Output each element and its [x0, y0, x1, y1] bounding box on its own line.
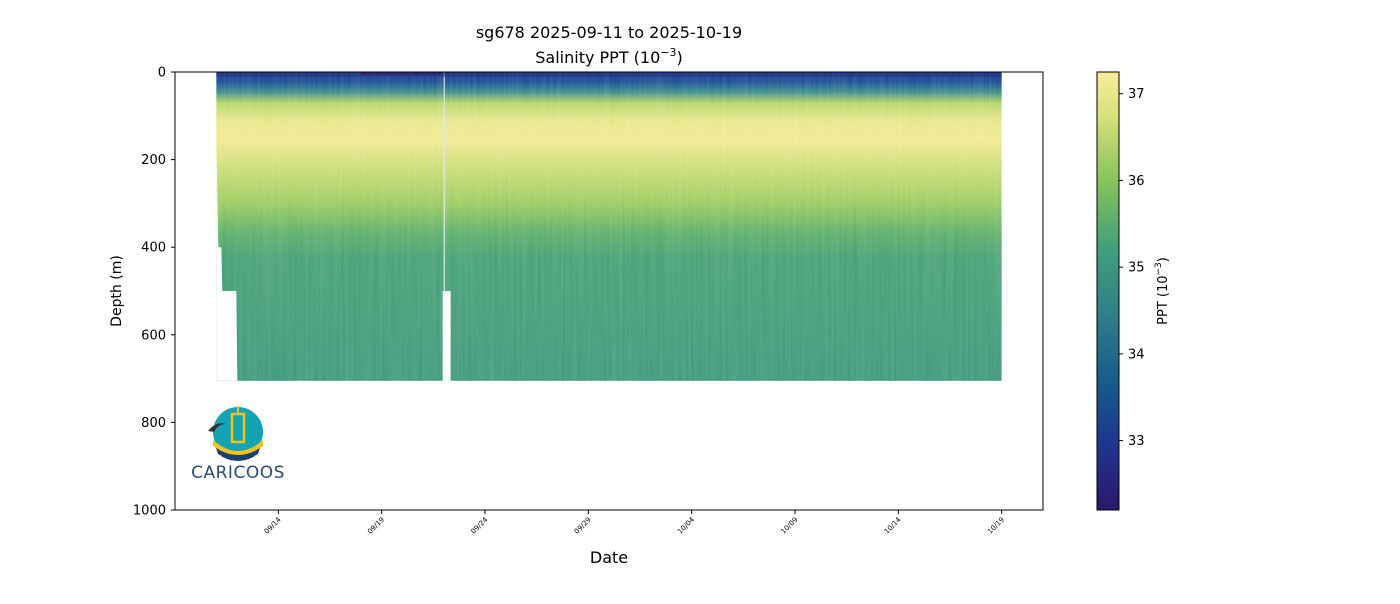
caricoos-logo: CARICOOS: [176, 385, 326, 509]
no-data-mask-start: [216, 137, 238, 381]
surface-band: [216, 72, 1002, 77]
x-tick-label: 10/09: [779, 516, 799, 536]
x-tick-label: 09/14: [263, 515, 283, 535]
y-tick-label: 0: [158, 66, 166, 81]
no-data-mask-gap: [442, 291, 451, 382]
y-tick-label: 800: [141, 416, 166, 431]
colorbar-tick-label: 36: [1128, 174, 1145, 189]
y-tick-label: 1000: [133, 504, 166, 519]
colorbar-axis: 33 34 35 36 37: [1119, 87, 1145, 449]
x-tick-label: 09/24: [469, 515, 489, 535]
chart-title: sg678 2025-09-11 to 2025-10-19: [476, 23, 742, 42]
logo-text: CARICOOS: [191, 463, 285, 483]
colorbar-tick-label: 35: [1128, 261, 1145, 276]
colorbar-label-exponent: −3: [1154, 262, 1164, 275]
x-tick-label: 09/19: [366, 516, 386, 536]
x-tick-label: 10/14: [883, 515, 903, 535]
x-tick-label: 09/29: [573, 516, 593, 536]
y-axis-label: Depth (m): [109, 255, 125, 327]
colorbar-tick-label: 34: [1128, 347, 1145, 362]
y-axis: 0 200 400 600 800 1000: [133, 66, 175, 519]
colorbar-tick-label: 33: [1128, 434, 1145, 449]
x-tick-label: 10/04: [676, 515, 696, 535]
y-tick-label: 200: [141, 153, 166, 168]
chart-subtitle: Salinity PPT (10−3): [535, 46, 683, 67]
axes-frame: [174, 71, 1044, 511]
subtitle-exponent: −3: [660, 46, 676, 59]
colorbar-label: PPT (10−3): [1154, 257, 1171, 325]
surface-fresh-patch: [361, 72, 444, 75]
colorbar: [1096, 71, 1120, 511]
y-tick-label: 400: [141, 241, 166, 256]
colorbar-tick-label: 37: [1128, 87, 1145, 102]
x-tick-label: 10/19: [986, 516, 1006, 536]
buoy-logo-icon: [213, 407, 263, 457]
y-tick-label: 600: [141, 328, 166, 343]
x-axis: 09/14 09/19 09/24 09/29 10/04 10/09 10/14 10/19: [263, 510, 1006, 536]
gap-line: [443, 72, 445, 381]
x-axis-label: Date: [590, 548, 628, 567]
plot-area: [216, 72, 1002, 382]
salinity-texture: [216, 72, 1002, 381]
